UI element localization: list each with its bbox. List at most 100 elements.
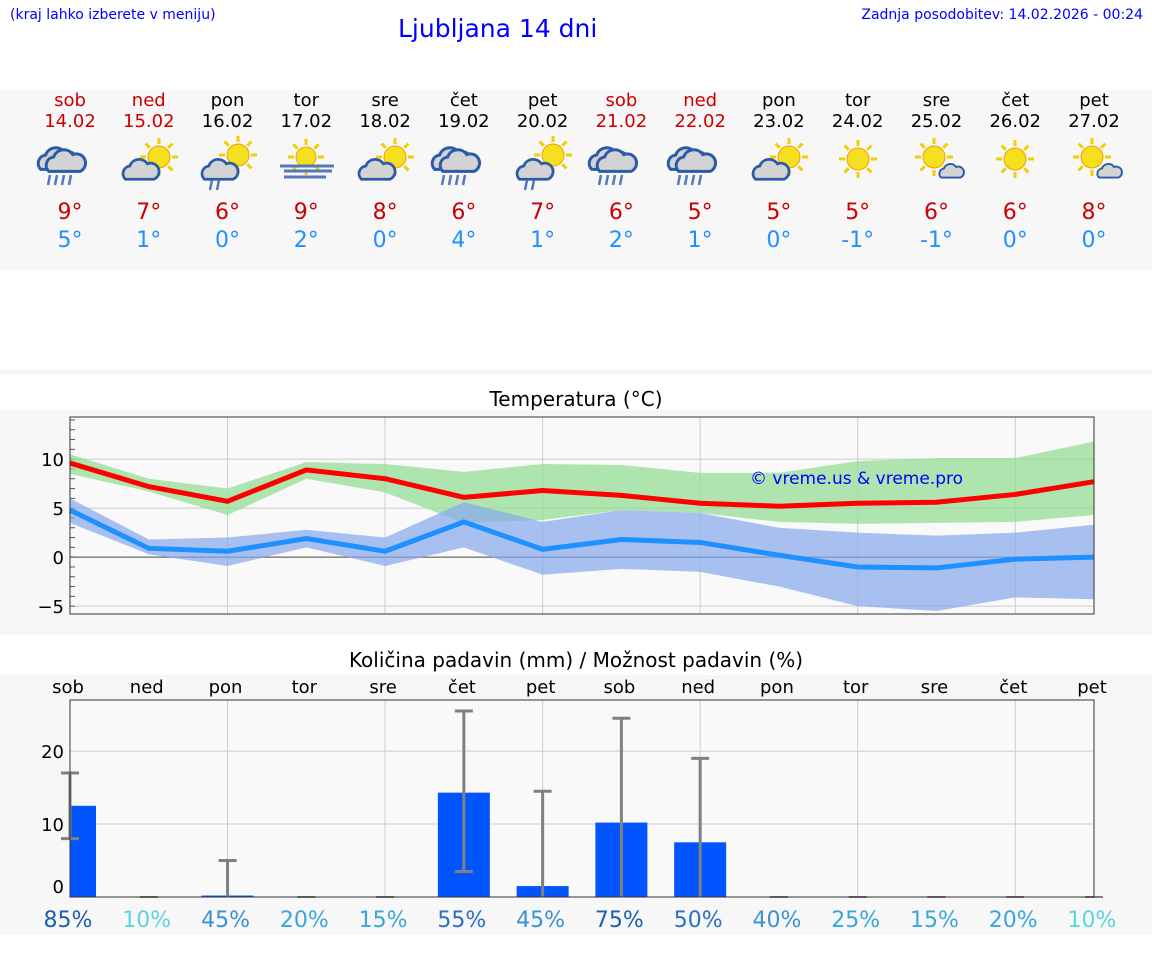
daily-forecast-strip: sob 14.02 9° 5° ned 15.02 7° 1° pon 16.02 … [0,90,1152,270]
sun-small-cloud-icon [1054,135,1134,195]
precip-probability: 45% [516,908,565,933]
max-temp: 6° [215,200,241,225]
day-forecast: ned 15.02 7° 1° [109,90,189,255]
precip-probability: 15% [910,908,959,933]
min-temp: -1° [920,228,953,253]
location-menu-hint: (kraj lahko izberete v meniju) [10,7,216,23]
day-date: 23.02 [753,111,805,132]
min-temp: 0° [766,228,792,253]
max-temp-line [69,460,1095,509]
precip-probability: 45% [201,908,250,933]
day-name: sob [605,90,638,111]
rain-icon [581,135,661,195]
temperature-chart: −5 0 5 10 © vreme.us & vreme.pro [37,416,1095,618]
day-name: pon [210,90,245,111]
day-name: sre [922,90,951,111]
y-tick-label: 20 [41,742,64,763]
divider [0,370,1152,374]
max-temp: 5° [845,200,871,225]
day-forecast: sob 14.02 9° 5° [30,90,110,255]
day-name: sob [54,90,86,111]
partly-cloudy-icon [345,135,425,195]
day-forecast: sre 25.02 6° -1° [896,90,976,255]
day-label: pon [760,677,794,698]
max-temp: 7° [530,200,556,225]
y-tick-label: 10 [41,815,64,836]
fog-icon [266,135,346,195]
day-forecast: sob 21.02 6° 2° [581,90,661,255]
min-temp: 1° [530,228,556,253]
max-temp: 9° [293,200,319,225]
max-temp: 9° [57,200,83,225]
day-date: 17.02 [280,111,333,132]
day-date: 15.02 [123,111,175,132]
day-name: pet [527,90,558,111]
min-temp: 5° [57,228,83,253]
day-label: sob [52,677,84,698]
max-temp: 6° [608,200,634,225]
day-forecast: pon 16.02 6° 0° [188,90,268,255]
temperature-chart-panel: −5 0 5 10 © vreme.us & vreme.pro [0,410,1152,635]
day-date: 21.02 [595,111,648,132]
min-temp: -1° [841,228,875,253]
precip-probability: 25% [831,908,880,933]
day-date: 16.02 [201,111,254,132]
day-label: sre [369,677,396,698]
precip-probability: 50% [674,908,723,933]
day-forecast: tor 17.02 9° 2° [266,90,346,255]
y-tick-label: 0 [53,877,64,898]
day-name: pon [761,90,796,111]
precipitation-chart-title: Količina padavin (mm) / Možnost padavin … [348,648,804,672]
day-label: pon [209,677,243,698]
partly-cloudy-icon [109,135,189,195]
day-label: čet [448,677,476,698]
min-temp: 0° [372,228,398,253]
partly-cloudy-icon [739,135,819,195]
day-date: 14.02 [44,111,96,132]
y-tick-label: −5 [37,597,64,618]
day-label: čet [999,677,1027,698]
day-date: 19.02 [438,111,490,132]
day-name: pet [1079,90,1109,111]
day-date: 24.02 [831,111,884,132]
precip-probability: 40% [752,908,801,933]
plot-frame [69,699,1095,898]
max-temp: 6° [923,200,949,225]
precipitation-chart-panel: sob ned pon tor sre čet pet sob ned pon tor sre čet p… [0,675,1152,935]
max-temp: 7° [136,200,162,225]
y-tick-label: 5 [53,499,64,520]
day-date: 27.02 [1068,111,1120,132]
precip-probability: 10% [122,908,171,933]
min-temp: 2° [293,228,319,253]
day-label: tor [843,677,869,698]
min-temp: 0° [215,228,241,253]
day-label: ned [681,677,715,698]
temperature-chart-title: Temperatura (°C) [489,387,663,411]
day-forecast: sre 18.02 8° 0° [345,90,425,255]
sun-small-cloud-icon [896,135,976,195]
max-temp: 6° [1002,200,1028,225]
min-temp: 1° [136,228,162,253]
plot-frame [69,416,1095,615]
day-label: sre [921,677,948,698]
max-temp: 6° [451,200,477,225]
day-label: pet [1077,677,1107,698]
precip-probability: 75% [595,908,644,933]
min-temp-band [70,498,1095,612]
day-name: čet [449,90,478,111]
precip-probability: 85% [44,908,93,933]
max-temp: 5° [766,200,792,225]
day-forecast: pon 23.02 5° 0° [739,90,819,255]
day-forecast: pet 20.02 7° 1° [503,90,583,255]
sun-shower-icon [188,135,268,195]
y-tick-label: 10 [41,450,64,471]
min-temp: 2° [608,228,634,253]
day-forecast: pet 27.02 8° 0° [1054,90,1134,255]
day-name: ned [131,90,166,111]
min-temp: 0° [1081,228,1107,253]
day-date: 22.02 [674,111,726,132]
max-temp: 8° [1081,200,1107,225]
sun-icon [818,135,898,195]
precip-probability: 15% [359,908,408,933]
day-label: pet [526,677,556,698]
